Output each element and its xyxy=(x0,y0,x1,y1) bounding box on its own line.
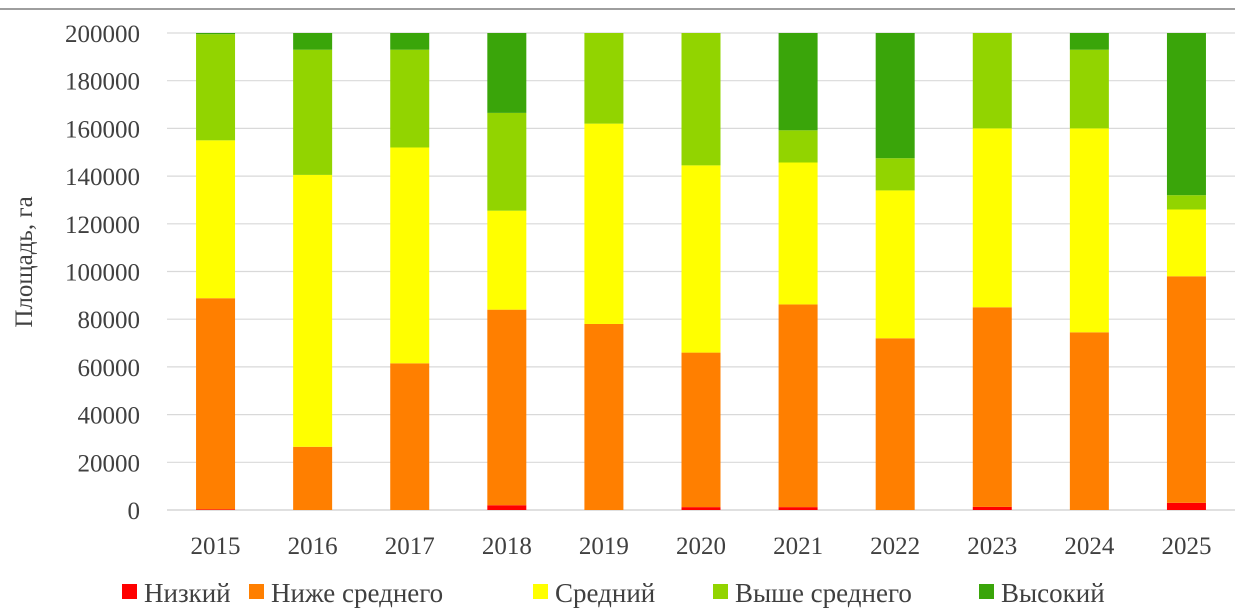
x-tick-label: 2018 xyxy=(482,533,532,560)
bar-segment xyxy=(487,210,527,310)
legend-label: Выше среднего xyxy=(735,578,912,608)
legend: Низкий Ниже среднего Средний Выше среднего В… xyxy=(122,578,1105,608)
y-tick-label: 20000 xyxy=(78,450,141,477)
bar-segment xyxy=(487,33,527,113)
bar-segment xyxy=(778,304,818,508)
legend-swatch xyxy=(533,584,548,599)
bar-segment xyxy=(681,165,721,353)
y-tick-label: 80000 xyxy=(78,307,141,334)
legend-label: Средний xyxy=(555,578,655,608)
bar-segment xyxy=(875,158,915,191)
x-tick-label: 2017 xyxy=(385,533,435,560)
bar-segment xyxy=(1069,128,1109,333)
x-tick-label: 2016 xyxy=(288,533,338,560)
bar-segment xyxy=(390,363,430,510)
y-tick-label: 100000 xyxy=(65,260,140,287)
bar-segment xyxy=(875,190,915,339)
bar-segment xyxy=(293,174,333,447)
bar-segment xyxy=(1166,502,1206,510)
y-axis-label: Площадь, га xyxy=(11,196,38,327)
bar-segment xyxy=(487,505,527,510)
y-tick-label: 140000 xyxy=(65,164,140,191)
y-tick-label: 60000 xyxy=(78,355,141,382)
bar-segment xyxy=(196,140,236,299)
y-tick-label: 0 xyxy=(128,498,141,525)
x-tick-label: 2024 xyxy=(1064,533,1115,560)
bar-segment xyxy=(778,507,818,510)
x-tick-label: 2023 xyxy=(967,533,1017,560)
bar-segment xyxy=(972,33,1012,129)
bar-segment xyxy=(1069,33,1109,50)
bar-segment xyxy=(875,338,915,510)
bar-segment xyxy=(196,34,236,141)
bar-segment xyxy=(875,33,915,159)
legend-swatch xyxy=(979,584,994,599)
legend-label: Низкий xyxy=(144,578,231,608)
bar-segment xyxy=(196,509,236,510)
bar-segment xyxy=(390,33,430,50)
y-tick-label: 160000 xyxy=(65,116,140,143)
legend-label: Ниже среднего xyxy=(271,578,443,608)
bar-segment xyxy=(778,130,818,163)
x-tick-label: 2020 xyxy=(676,533,726,560)
legend-label: Высокий xyxy=(1001,578,1105,608)
bar-segment xyxy=(778,162,818,305)
bar-segment xyxy=(390,49,430,148)
bar-segment xyxy=(1166,276,1206,503)
legend-swatch xyxy=(122,584,137,599)
bar-segment xyxy=(681,33,721,166)
y-tick-label: 120000 xyxy=(65,212,140,239)
bar-segment xyxy=(681,507,721,510)
bar-segment xyxy=(1166,195,1206,210)
bar-segment xyxy=(1166,33,1206,196)
x-tick-label: 2021 xyxy=(773,533,823,560)
bar-segment xyxy=(390,147,430,364)
y-tick-label: 40000 xyxy=(78,403,141,430)
y-axis-ticks: 0 20000 40000 60000 80000 100000 120000 140000 1… xyxy=(65,21,140,525)
x-tick-label: 2025 xyxy=(1161,533,1211,560)
x-axis-ticks: 2015 2016 2017 2018 2019 2020 2021 2022 2023 2024… xyxy=(191,533,1212,560)
bar-segment xyxy=(972,307,1012,507)
bar-segment xyxy=(487,309,527,506)
bar-segment xyxy=(1069,332,1109,510)
bars xyxy=(196,33,1206,510)
bar-segment xyxy=(293,49,333,175)
legend-swatch xyxy=(249,584,264,599)
bar-segment xyxy=(293,33,333,50)
y-tick-label: 200000 xyxy=(65,21,140,48)
bar-segment xyxy=(1166,209,1206,277)
bar-segment xyxy=(681,352,721,508)
x-tick-label: 2022 xyxy=(870,533,920,560)
bar-segment xyxy=(293,446,333,510)
bar-segment xyxy=(778,33,818,131)
bar-segment xyxy=(196,298,236,510)
bar-segment xyxy=(972,128,1012,308)
bar-segment xyxy=(196,33,236,35)
bar-segment xyxy=(584,33,624,124)
x-tick-label: 2015 xyxy=(191,533,241,560)
bar-segment xyxy=(584,323,624,510)
bar-segment xyxy=(584,123,624,324)
x-tick-label: 2019 xyxy=(579,533,629,560)
legend-swatch xyxy=(713,584,728,599)
y-tick-label: 180000 xyxy=(65,69,140,96)
bar-segment xyxy=(1069,49,1109,129)
bar-segment xyxy=(487,112,527,211)
bar-segment xyxy=(972,506,1012,510)
